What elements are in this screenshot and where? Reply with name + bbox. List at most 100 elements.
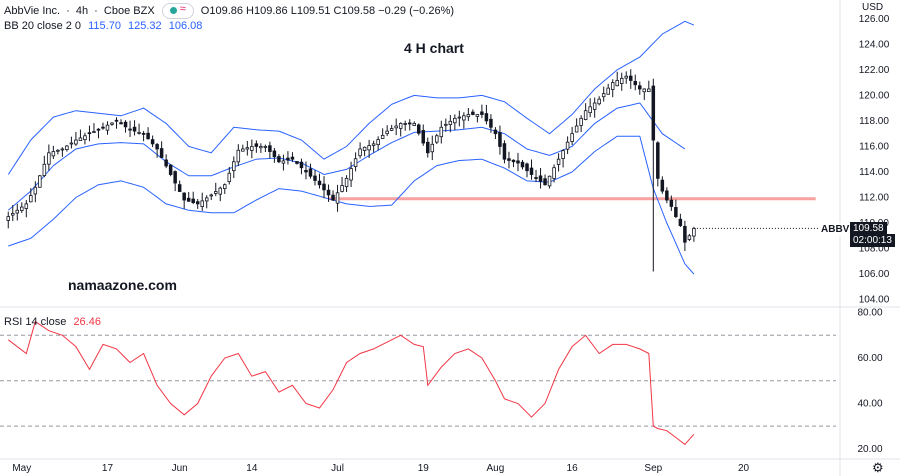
candle-body — [638, 85, 642, 90]
candle-body — [353, 158, 358, 167]
candle-body — [11, 213, 15, 216]
candle-body — [146, 132, 150, 140]
candle-body — [272, 150, 277, 158]
candle-body — [141, 132, 146, 135]
candle-body — [204, 197, 209, 202]
price-tick-label: 106.00 — [859, 269, 890, 280]
price-tick-label: 112.00 — [859, 192, 889, 203]
candle-body — [633, 80, 638, 86]
wave-icon: ≈ — [179, 3, 186, 15]
candle-body — [610, 82, 615, 90]
bar-countdown: 02:00:13 — [850, 234, 895, 247]
candle-body — [344, 177, 349, 188]
candle-body — [471, 111, 475, 115]
candle-body — [516, 160, 520, 164]
currency-line1: USD — [862, 2, 884, 13]
candle-body — [218, 187, 223, 195]
candle-body — [24, 203, 29, 209]
last-price-tag: 109.58 — [850, 222, 887, 235]
candle-body — [299, 161, 304, 169]
candle-body — [475, 114, 480, 117]
candle-body — [281, 160, 286, 164]
candle-body — [101, 126, 105, 129]
bb-lower-line — [8, 135, 695, 275]
candle-body — [588, 106, 592, 114]
candle-body — [119, 122, 123, 125]
candle-body — [574, 125, 579, 133]
ohlc-high: H109.86 — [246, 4, 288, 17]
price-tick-label: 124.00 — [859, 39, 890, 50]
settings-gear-icon[interactable]: ⚙ — [872, 460, 884, 475]
candle-body — [47, 152, 51, 165]
candle-body — [687, 235, 692, 240]
candle-body — [430, 143, 435, 153]
currency-label[interactable]: USD — [862, 2, 883, 13]
candle-body — [606, 87, 610, 95]
candle-body — [484, 113, 489, 122]
rsi-value: 26.46 — [73, 316, 101, 328]
candle-body — [33, 186, 38, 195]
market-status-pill[interactable]: ≈ — [161, 3, 194, 19]
candle-body — [529, 167, 534, 175]
candle-body — [592, 102, 597, 110]
bb-legend[interactable]: BB 20 close 2 0 115.70 125.32 106.08 — [4, 20, 202, 32]
symbol-name[interactable]: AbbVie Inc. — [4, 4, 61, 17]
candle-body — [186, 197, 191, 202]
rsi-legend[interactable]: RSI 14 close 26.46 — [4, 316, 101, 328]
candle-body — [520, 161, 525, 168]
candle-body — [177, 184, 182, 192]
rsi-tick-label: 40.00 — [857, 398, 882, 409]
candle-body — [647, 88, 651, 93]
candle-body — [331, 194, 335, 201]
candle-body — [624, 75, 628, 79]
candle-body — [660, 179, 665, 192]
candle-body — [340, 185, 344, 192]
candle-body — [462, 115, 466, 121]
candle-body — [155, 144, 159, 150]
candle-body — [547, 175, 552, 187]
price-tick-label: 108.00 — [859, 244, 890, 255]
candle-body — [132, 126, 137, 132]
candle-body — [619, 77, 624, 84]
candle-body — [137, 131, 141, 134]
candle-body — [453, 117, 457, 124]
candle-body — [209, 194, 213, 197]
bb-upper-value: 125.32 — [128, 20, 162, 32]
interval[interactable]: 4h — [75, 4, 89, 17]
symbol-header: AbbVie Inc. · 4h · Cboe BZX ≈ O109.86 H1… — [4, 3, 454, 19]
candle-body — [277, 156, 281, 163]
candle-body — [678, 218, 683, 226]
candle-body — [629, 75, 633, 81]
candle-body — [565, 141, 570, 150]
candle-body — [308, 168, 313, 177]
market-open-dot-icon — [169, 7, 177, 14]
symbol-tag: ABBV — [818, 223, 853, 236]
rsi-tick-label: 60.00 — [857, 353, 882, 364]
candle-body — [543, 178, 547, 186]
candle-body — [20, 206, 24, 211]
time-tick-label: Jun — [172, 463, 188, 474]
candle-body — [150, 139, 155, 145]
candle-body — [466, 114, 471, 118]
time-tick-label: Jul — [331, 463, 344, 474]
candle-body — [87, 132, 92, 135]
candle-body — [416, 124, 421, 134]
price-tick-label: 104.00 — [859, 295, 890, 306]
candle-body — [439, 126, 444, 138]
candle-body — [60, 148, 65, 151]
price-tick-label: 120.00 — [859, 90, 890, 101]
candle-body — [268, 145, 272, 152]
candle-body — [376, 139, 380, 146]
price-tick-label: 114.00 — [859, 167, 889, 178]
candle-body — [615, 80, 619, 87]
candle-body — [349, 168, 353, 181]
candle-body — [656, 142, 660, 179]
candle-body — [435, 135, 439, 143]
candle-body — [367, 145, 371, 151]
candle-body — [200, 200, 204, 207]
rsi-label: RSI 14 close — [4, 316, 67, 328]
candle-body — [164, 159, 168, 167]
bb-label: BB 20 close 2 0 — [4, 20, 82, 32]
candle-body — [232, 161, 236, 172]
